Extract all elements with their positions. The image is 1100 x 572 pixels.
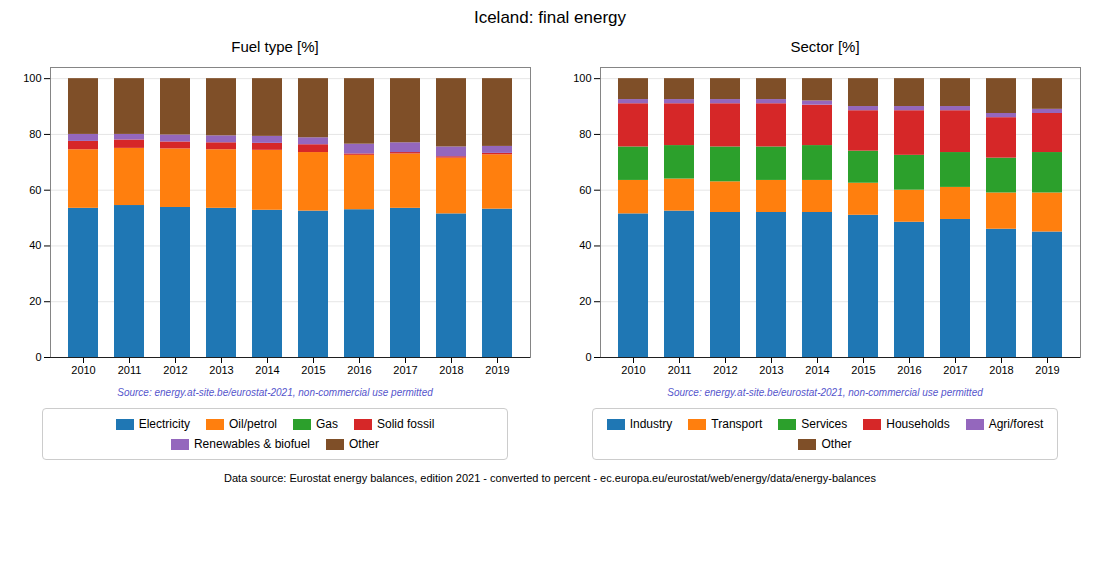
svg-text:40: 40 [579, 239, 591, 251]
svg-text:2014: 2014 [805, 364, 829, 376]
svg-text:2012: 2012 [163, 364, 187, 376]
svg-text:60: 60 [29, 184, 41, 196]
svg-text:2011: 2011 [118, 364, 142, 376]
html-text:Services: Services [801, 417, 848, 431]
svg-text:80: 80 [579, 128, 591, 140]
svg-text:2012: 2012 [713, 364, 737, 376]
html-text:Fuel type [%]: Fuel type [%] [231, 38, 319, 55]
svg-text:100: 100 [23, 72, 41, 84]
svg-text:2010: 2010 [621, 364, 645, 376]
html-text:Other: Other [349, 437, 379, 451]
svg-text:2016: 2016 [347, 364, 371, 376]
html-text:Gas: Gas [316, 417, 338, 431]
svg-text:2017: 2017 [943, 364, 967, 376]
svg-text:2019: 2019 [485, 364, 509, 376]
svg-text:2017: 2017 [393, 364, 417, 376]
svg-text:2018: 2018 [989, 364, 1013, 376]
html-text:Oil/petrol: Oil/petrol [229, 417, 277, 431]
svg-text:2015: 2015 [851, 364, 875, 376]
svg-text:2015: 2015 [301, 364, 325, 376]
svg-text:60: 60 [579, 184, 591, 196]
svg-text:0: 0 [35, 351, 41, 363]
svg-text:80: 80 [29, 128, 41, 140]
html-text:Sector [%]: Sector [%] [790, 38, 860, 55]
html-text:Other: Other [821, 437, 852, 451]
html-text:Transport: Transport [711, 417, 763, 431]
svg-text:2010: 2010 [71, 364, 95, 376]
svg-text:20: 20 [29, 295, 41, 307]
html-text:Electricity: Electricity [138, 417, 190, 431]
svg-text:2019: 2019 [1035, 364, 1059, 376]
html-text:Solid fossil: Solid fossil [377, 417, 435, 431]
svg-text:20: 20 [579, 295, 591, 307]
html-text:Renewables & biofuel: Renewables & biofuel [194, 437, 310, 451]
html-text:Data source: Eurostat energy b: Data source: Eurostat energy balances, e… [224, 472, 876, 484]
svg-text:100: 100 [573, 72, 591, 84]
svg-text:2018: 2018 [439, 364, 463, 376]
svg-text:2014: 2014 [255, 364, 279, 376]
svg-text:2016: 2016 [897, 364, 921, 376]
svg-text:2013: 2013 [759, 364, 783, 376]
svg-text:0: 0 [585, 351, 591, 363]
html-text:Industry: Industry [629, 417, 673, 431]
svg-text:2011: 2011 [668, 364, 692, 376]
html-text:Households: Households [886, 417, 950, 431]
html-text:Iceland: final energy: Iceland: final energy [473, 8, 627, 27]
html-text:Source: energy.at-site.be/euro: Source: energy.at-site.be/eurostat-2021,… [117, 387, 433, 398]
svg-text:2013: 2013 [209, 364, 233, 376]
html-text:Agri/forest: Agri/forest [988, 417, 1044, 431]
html-text:Source: energy.at-site.be/euro: Source: energy.at-site.be/eurostat-2021,… [667, 387, 983, 398]
svg-text:40: 40 [29, 239, 41, 251]
